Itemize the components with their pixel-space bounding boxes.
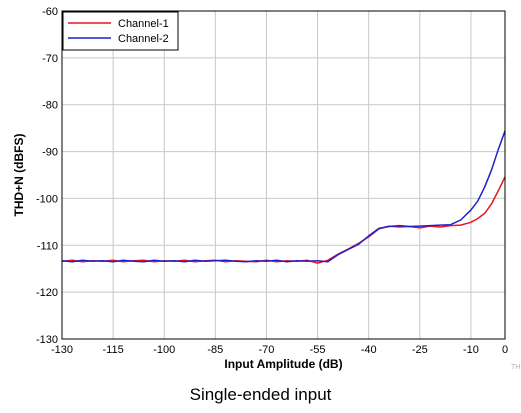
legend-label-channel-2: Channel-2 xyxy=(118,33,169,45)
tick-labels: -130 -115 -100 -85 -70 -55 -40 -25 -10 0-60-70-80… xyxy=(36,6,508,356)
x-tick-label: -130 xyxy=(51,344,73,356)
legend-box xyxy=(62,11,179,51)
x-tick-label: -100 xyxy=(153,344,175,356)
figure-code-watermark: THD: xyxy=(511,364,521,371)
y-tick-label: -100 xyxy=(36,193,58,205)
y-axis-title: THD+N (dBFS) xyxy=(12,134,26,217)
grid-lines xyxy=(61,10,506,340)
y-tick-label: -120 xyxy=(36,287,58,299)
plot-frame xyxy=(61,10,506,340)
x-tick-label: -70 xyxy=(259,344,275,356)
series-line-channel-1 xyxy=(61,176,506,264)
legend: Channel-1 Channel-2 xyxy=(62,11,179,51)
x-tick-label: 0 xyxy=(502,344,508,356)
x-tick-label: -115 xyxy=(103,344,124,356)
series-lines xyxy=(61,130,506,264)
x-tick-label: -40 xyxy=(361,344,377,356)
y-tick-label: -60 xyxy=(42,6,58,18)
chart-caption: Single-ended input xyxy=(189,385,332,404)
y-tick-label: -90 xyxy=(42,147,58,159)
x-tick-label: -25 xyxy=(412,344,428,356)
x-tick-label: -85 xyxy=(207,344,223,356)
x-axis-title: Input Amplitude (dB) xyxy=(224,357,342,371)
x-tick-label: -10 xyxy=(463,344,479,356)
series-line-channel-2 xyxy=(61,130,506,263)
x-tick-label: -55 xyxy=(310,344,326,356)
y-tick-label: -110 xyxy=(37,240,58,252)
legend-label-channel-1: Channel-1 xyxy=(118,18,169,30)
y-tick-label: -70 xyxy=(42,53,58,65)
y-tick-label: -130 xyxy=(36,334,58,346)
y-tick-label: -80 xyxy=(42,100,58,112)
